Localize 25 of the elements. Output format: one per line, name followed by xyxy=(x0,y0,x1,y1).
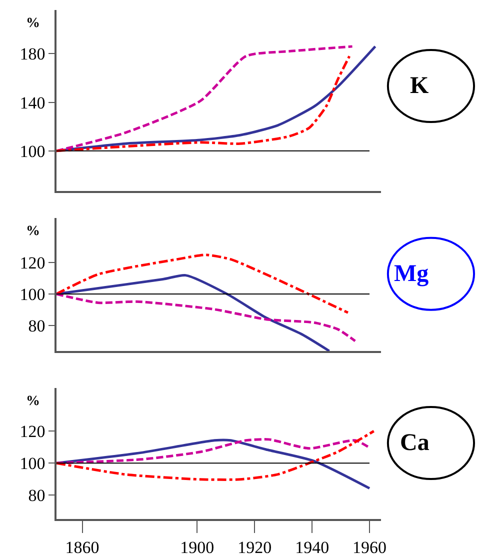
y-tick-label: 120 xyxy=(20,422,46,442)
text: Ca xyxy=(400,430,430,456)
y-axis-title: % xyxy=(26,16,40,31)
line-series xyxy=(56,430,376,481)
y-tick-label: 140 xyxy=(20,93,46,112)
y-tick-label: 100 xyxy=(20,454,46,474)
y-tick-label: 80 xyxy=(28,486,46,505)
x-tick-label: 1940 xyxy=(295,538,330,558)
y-tick-label: 80 xyxy=(28,316,46,336)
text: K xyxy=(410,73,429,99)
y-tick-label: 180 xyxy=(20,44,46,64)
line-series xyxy=(56,292,356,342)
line-series xyxy=(56,438,371,490)
y-tick-label: 100 xyxy=(20,142,46,161)
line-series xyxy=(56,438,371,464)
x-tick-label: 1920 xyxy=(238,538,272,558)
x-tick-label: 1900 xyxy=(180,538,214,558)
y-axis-title: % xyxy=(26,224,40,239)
y-tick-label: 100 xyxy=(20,284,46,304)
y-axis-title: % xyxy=(26,394,40,409)
x-tick-label: 1960 xyxy=(352,538,387,558)
x-tick-label: 1860 xyxy=(65,538,100,558)
line-series xyxy=(56,254,350,314)
text: Mg xyxy=(394,261,429,287)
y-tick-label: 120 xyxy=(20,253,46,272)
